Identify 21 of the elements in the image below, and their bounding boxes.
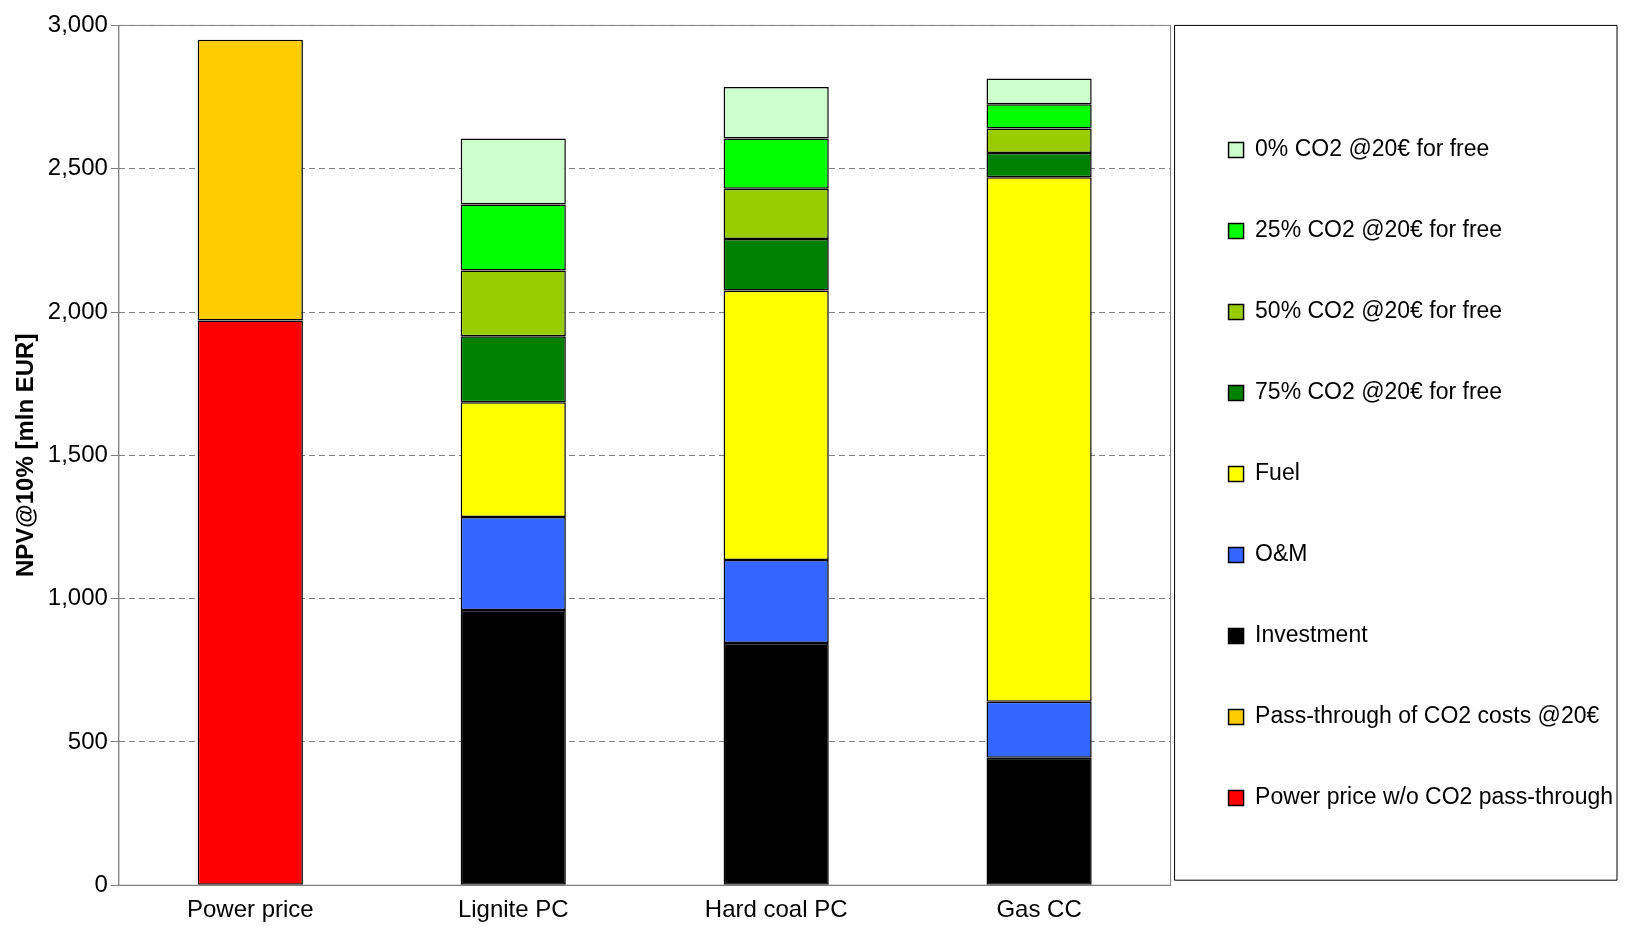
legend-label: 75% CO2 @20€ for free [1255, 378, 1503, 405]
y-axis-title: NPV@10% [mln EUR] [11, 333, 39, 578]
y-tick-label: 2,000 [47, 296, 108, 324]
y-tick-label: 3,000 [47, 10, 108, 38]
x-tick-label: Power price [186, 895, 314, 923]
y-tick-label: 500 [67, 726, 108, 754]
legend-label: 25% CO2 @20€ for free [1255, 216, 1503, 243]
y-tick-label: 1,500 [47, 439, 108, 467]
y-tick-label: 1,000 [47, 583, 108, 611]
legend-label: 0% CO2 @20€ for free [1255, 135, 1490, 162]
legend-label: Fuel [1255, 459, 1300, 486]
y-tick-label: 0 [94, 869, 108, 897]
legend-label: Pass-through of CO2 costs @20€ [1255, 702, 1600, 729]
legend-label: O&M [1255, 540, 1308, 567]
x-tick-label: Lignite PC [457, 895, 569, 923]
x-tick-label: Gas CC [996, 895, 1082, 923]
legend-label: 50% CO2 @20€ for free [1255, 297, 1503, 324]
legend-label: Investment [1255, 621, 1369, 648]
x-tick-label: Hard coal PC [704, 895, 848, 923]
y-tick-label: 2,500 [47, 153, 108, 181]
legend-label: Power price w/o CO2 pass-through [1255, 783, 1613, 810]
